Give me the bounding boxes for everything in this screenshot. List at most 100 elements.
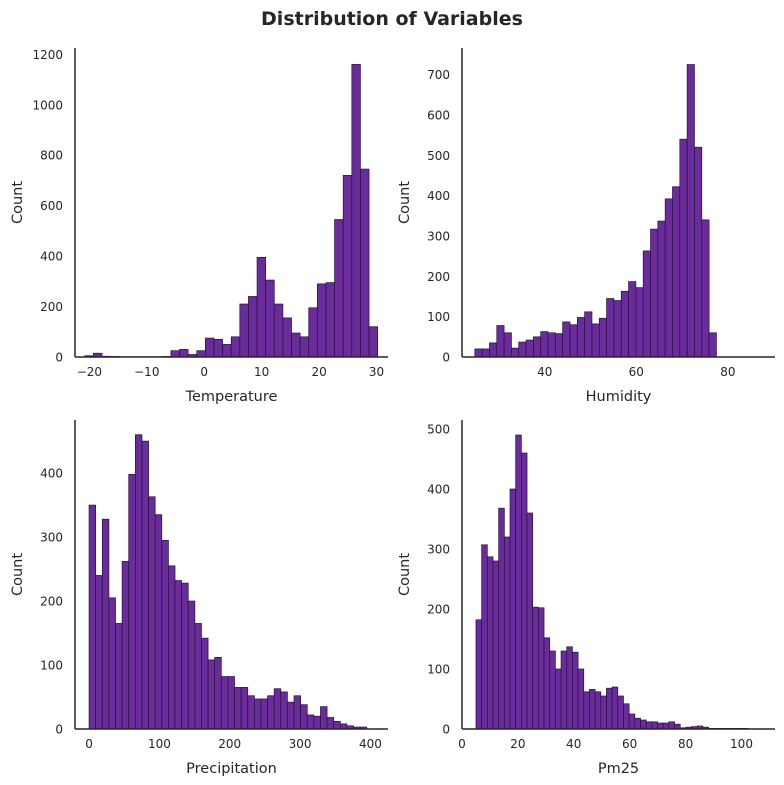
subplot-pm25: 0 20 40 60 80 100 0 100 200 300 400 500 Pm25 Count — [397, 420, 775, 777]
histogram-bar — [628, 281, 637, 358]
histogram-bar — [509, 488, 517, 730]
y-tick-label: 600 — [40, 199, 63, 213]
histogram-bar — [645, 721, 653, 730]
y-tick-label: 400 — [427, 483, 450, 497]
histogram-bar — [326, 717, 335, 730]
histogram-bar — [168, 565, 176, 730]
histogram-bar — [496, 325, 505, 358]
histogram-bar — [287, 701, 295, 730]
histogram-bar — [489, 342, 498, 358]
y-tick-label: 100 — [427, 310, 450, 324]
histogram-bars — [475, 434, 749, 730]
subplot-grid: −20 −10 0 10 20 30020040060080010001200Temper… — [10, 48, 775, 777]
histogram-bar — [672, 186, 681, 358]
histogram-bar — [543, 637, 551, 730]
histogram-bar — [503, 536, 511, 730]
y-tick-label: 100 — [427, 663, 450, 677]
histogram-bar — [187, 600, 196, 730]
histogram-bar — [598, 317, 607, 358]
histogram-bar — [368, 326, 379, 358]
histogram-bar — [248, 296, 258, 358]
histogram-bar — [339, 723, 348, 730]
histogram-bar — [533, 336, 542, 358]
subplot-precipitation: 0 100 200 300 400 0 100 200 300 400 Precipitation C… — [10, 420, 388, 777]
histogram-bar — [640, 719, 647, 730]
histogram-bar — [589, 689, 596, 730]
histogram-bar — [526, 512, 534, 730]
histogram-bar — [547, 332, 556, 358]
histogram-bar — [481, 348, 490, 358]
histogram-bar — [613, 300, 622, 358]
y-tick-label: 200 — [427, 603, 450, 617]
histogram-bar — [254, 698, 262, 730]
histogram-bar — [577, 668, 585, 730]
histogram-bar — [247, 695, 255, 730]
y-axis-label: Count — [10, 553, 26, 596]
histogram-bar — [600, 695, 607, 730]
histogram-bar — [194, 623, 202, 730]
y-tick-label: 400 — [40, 467, 63, 481]
histogram-bar — [300, 704, 308, 730]
histogram-bar — [128, 474, 136, 730]
histogram-bar — [583, 691, 590, 730]
x-axis-label: Pm25 — [598, 761, 639, 777]
x-tick-label: 400 — [359, 737, 382, 751]
histogram-bar — [668, 721, 675, 730]
y-tick-label: 200 — [40, 595, 63, 609]
y-tick-label: 200 — [40, 300, 63, 314]
histogram-bar — [214, 656, 222, 730]
histogram-bar — [628, 713, 636, 730]
histogram-bar — [239, 303, 249, 358]
histogram-bar — [240, 687, 249, 730]
histogram-bar — [293, 695, 301, 730]
histogram-bar — [273, 303, 284, 358]
histogram-bar — [282, 317, 292, 358]
histogram-bar — [657, 722, 664, 730]
histogram-bar — [115, 623, 123, 730]
histogram-bar — [562, 321, 571, 358]
histogram-bar — [594, 691, 602, 730]
histogram-bar — [623, 703, 630, 730]
x-tick-label: 30 — [369, 365, 384, 379]
histogram-bar — [518, 341, 527, 358]
histogram-bar — [121, 561, 130, 730]
histogram-bar — [267, 695, 275, 730]
histogram-bars — [84, 64, 379, 358]
histogram-bar — [606, 687, 613, 730]
histogram-bar — [148, 496, 156, 730]
histogram-bar — [606, 298, 615, 358]
histogram-bar — [481, 544, 488, 730]
y-tick-label: 300 — [427, 230, 450, 244]
histogram-bar — [651, 721, 658, 730]
histogram-bar — [538, 607, 545, 730]
subplot-temperature: −20 −10 0 10 20 30 0 200 400 600 800 1000 1200 Temper… — [10, 48, 388, 405]
histogram-bar — [88, 504, 97, 730]
histogram-bar — [220, 676, 229, 730]
histogram-bar — [280, 691, 288, 730]
x-axis-label: Humidity — [586, 389, 652, 405]
x-tick-label: 300 — [289, 737, 312, 751]
subplot-humidity: 40 60 80 0 100 200 300 400 500 600 700 Humidity Coun… — [397, 48, 775, 405]
histogram-bar — [213, 338, 223, 358]
x-tick-label: 40 — [566, 737, 581, 751]
histogram-bar — [515, 434, 522, 730]
histogram-bar — [179, 349, 189, 358]
y-tick-label: 300 — [40, 531, 63, 545]
histogram-bar — [492, 560, 500, 730]
histogram-bar — [572, 651, 579, 730]
histogram-bar — [498, 507, 505, 730]
histogram-bar — [227, 676, 235, 730]
y-tick-label: 800 — [40, 149, 63, 163]
histogram-bar — [154, 514, 163, 730]
histogram-bar — [256, 257, 267, 358]
histogram-bar — [549, 650, 556, 730]
histogram-bar — [525, 339, 534, 358]
x-tick-label: 0 — [85, 737, 93, 751]
histogram-bar — [503, 332, 512, 358]
histogram-bar — [325, 282, 335, 358]
y-axis-label: Count — [10, 181, 26, 224]
y-tick-label: 0 — [442, 351, 450, 365]
x-tick-label: −20 — [77, 365, 102, 379]
histogram-bar — [664, 198, 673, 358]
histogram-bar — [273, 688, 282, 730]
